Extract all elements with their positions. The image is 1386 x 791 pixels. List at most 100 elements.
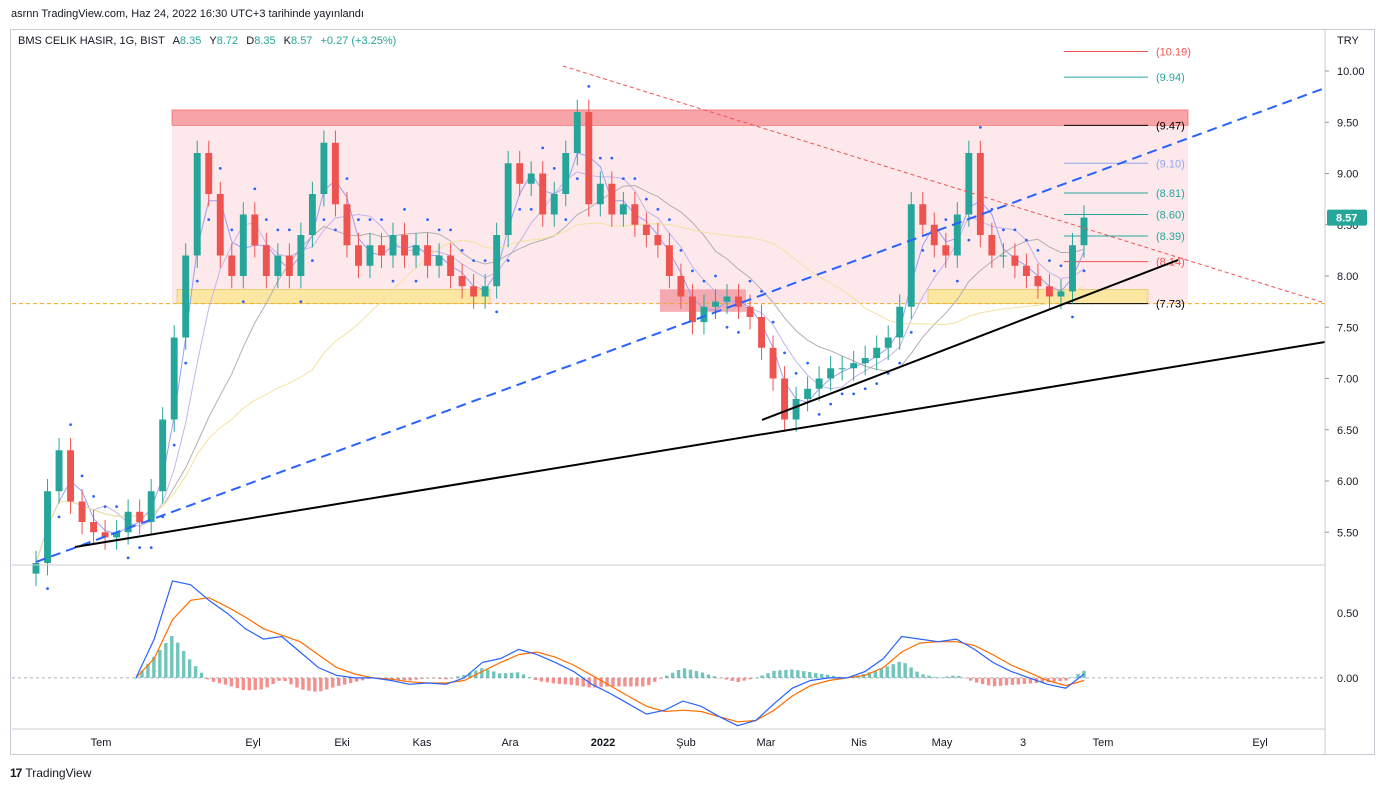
open-label: A: [172, 35, 180, 47]
candle-body: [159, 419, 167, 492]
time-tick-label: 3: [1020, 737, 1026, 749]
macd-histogram-bar: [170, 636, 174, 678]
macd-histogram-bar: [277, 677, 281, 681]
macd-histogram-bar: [539, 677, 544, 682]
high-value: 8.72: [216, 35, 239, 47]
macd-histogram-bar: [509, 672, 514, 678]
macd-histogram-bar: [301, 677, 305, 690]
macd-histogram-bar: [688, 669, 693, 678]
sar-dot: [149, 546, 153, 550]
macd-histogram-bar: [676, 669, 681, 678]
macd-histogram-bar: [1010, 677, 1015, 685]
macd-histogram-bar: [468, 672, 472, 678]
candle-body: [32, 563, 40, 574]
low-value: 8.35: [254, 35, 276, 47]
candle-body: [804, 388, 812, 399]
sar-dot: [1013, 228, 1017, 232]
candle-body: [274, 255, 282, 276]
macd-histogram-bar: [599, 677, 603, 688]
support-zone-left: [176, 289, 491, 304]
macd-histogram-bar: [503, 673, 508, 678]
candle-body: [355, 245, 362, 266]
sar-dot: [587, 84, 591, 88]
macd-histogram-bar: [1004, 677, 1009, 686]
macd-histogram-bar: [754, 677, 758, 679]
candle-body: [976, 153, 984, 235]
macd-histogram-bar: [426, 677, 430, 679]
sar-dot: [299, 300, 303, 304]
candle-body: [1069, 245, 1076, 292]
time-tick-label: Tem: [1093, 737, 1114, 749]
price-tick-label: 9.50: [1337, 117, 1358, 129]
sar-dot: [817, 412, 821, 416]
macd-histogram-bar: [450, 677, 454, 679]
price-tick-label: 6.50: [1337, 425, 1358, 437]
footer-brand[interactable]: 17 TradingView: [10, 766, 91, 780]
macd-histogram-bar: [486, 669, 490, 678]
candle-body: [147, 491, 155, 522]
candle-body: [378, 245, 385, 256]
candle-body: [884, 337, 892, 348]
macd-histogram-bar: [551, 677, 556, 684]
candle-body: [677, 276, 685, 297]
candle-body: [320, 142, 328, 194]
sar-dot: [944, 218, 948, 222]
sar-dot: [126, 556, 130, 560]
macd-histogram-bar: [939, 677, 943, 678]
candle-body: [527, 173, 535, 184]
candle-body: [228, 255, 236, 276]
macd-histogram-bar: [1058, 677, 1062, 682]
sar-dot: [852, 392, 856, 396]
macd-histogram-bar: [158, 649, 162, 678]
macd-histogram-bar: [891, 664, 895, 678]
sar-dot: [1059, 264, 1063, 268]
moving-average-3: [35, 184, 1085, 564]
sar-dot: [414, 279, 418, 283]
macd-histogram-bar: [885, 666, 889, 678]
candle-body: [458, 276, 466, 287]
macd-histogram-bar: [766, 673, 770, 678]
macd-histogram-bar: [313, 677, 317, 692]
macd-histogram-bar: [647, 677, 651, 686]
sar-dot: [679, 248, 683, 252]
macd-histogram-bar: [897, 661, 901, 678]
time-tick-label: Kas: [413, 737, 432, 749]
candle-body: [896, 306, 904, 338]
sar-dot: [495, 310, 499, 314]
macd-histogram-bar: [694, 671, 699, 678]
sar-dot: [276, 228, 280, 232]
macd-histogram-bar: [331, 677, 335, 688]
macd-histogram-bar: [611, 677, 615, 687]
candle-body: [723, 296, 731, 302]
macd-histogram-bar: [134, 677, 138, 679]
macd-histogram-bar: [533, 677, 538, 680]
candle-body: [619, 204, 627, 215]
candle-body: [67, 450, 75, 502]
sar-dot: [472, 259, 476, 263]
sar-dot: [898, 361, 902, 365]
macd-histogram-bar: [187, 659, 192, 678]
candle-body: [942, 245, 950, 256]
change-value: +0.27 (+3.25%): [320, 35, 397, 47]
macd-histogram-bar: [682, 668, 687, 678]
macd-histogram-bar: [802, 671, 806, 678]
tradingview-logo-icon: 17: [10, 766, 22, 780]
sar-dot: [691, 269, 694, 273]
sar-dot: [207, 218, 211, 222]
sar-dot: [541, 146, 545, 150]
symbol-name[interactable]: BMS CELIK HASIR, 1G, BIST: [18, 35, 165, 47]
macd-histogram-bar: [736, 677, 740, 683]
macd-histogram-bar: [432, 677, 436, 679]
candle-body: [688, 296, 696, 323]
macd-histogram-bar: [325, 677, 329, 690]
sar-dot: [529, 207, 533, 211]
sar-dot: [103, 505, 107, 509]
sar-dot: [264, 218, 268, 222]
macd-histogram-bar: [354, 677, 359, 682]
sar-dot: [46, 587, 49, 591]
macd-histogram-bar: [819, 673, 824, 678]
macd-histogram-bar: [193, 666, 198, 678]
sar-dot: [737, 330, 740, 334]
macd-histogram-bar: [653, 677, 657, 682]
